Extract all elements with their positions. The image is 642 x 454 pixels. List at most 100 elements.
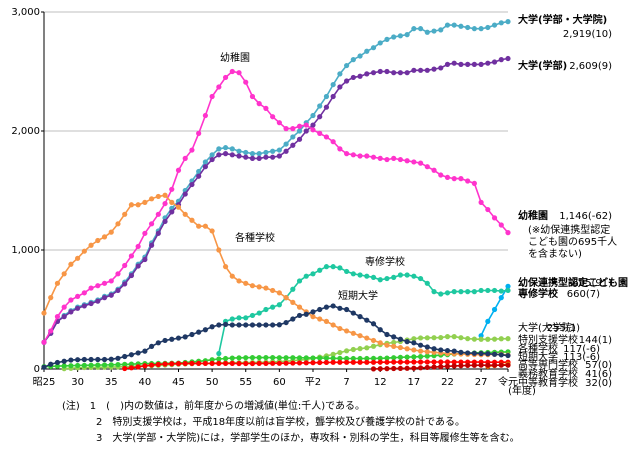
point xyxy=(357,314,363,320)
point xyxy=(505,19,511,25)
point xyxy=(222,74,229,81)
point xyxy=(431,349,437,355)
point xyxy=(75,357,81,363)
point xyxy=(236,315,242,321)
point xyxy=(270,154,276,160)
point xyxy=(263,360,269,367)
point xyxy=(249,360,256,367)
point xyxy=(317,267,323,273)
point xyxy=(491,306,498,313)
point xyxy=(498,362,504,368)
point xyxy=(243,360,249,367)
point xyxy=(485,336,491,342)
point xyxy=(169,361,175,367)
point xyxy=(391,365,397,372)
point xyxy=(471,336,477,342)
legend-label: 高等専門学校 xyxy=(518,358,578,371)
point xyxy=(364,153,370,159)
point xyxy=(377,155,383,161)
point xyxy=(182,334,188,340)
point xyxy=(135,202,141,208)
series-line xyxy=(43,20,509,343)
point xyxy=(498,352,504,358)
point xyxy=(350,74,356,81)
point xyxy=(128,352,135,358)
point xyxy=(384,156,390,163)
point xyxy=(142,199,148,205)
point xyxy=(296,136,303,142)
point xyxy=(310,355,316,361)
point xyxy=(88,285,94,291)
point xyxy=(310,309,316,315)
point xyxy=(296,123,303,129)
legend-label: 各種学校 xyxy=(518,342,558,355)
point xyxy=(478,61,484,67)
point xyxy=(108,229,114,235)
point xyxy=(236,153,242,159)
legend-label: 専修学校 xyxy=(518,287,559,300)
point xyxy=(61,271,67,277)
x-tick-label: 22 xyxy=(441,377,454,388)
point xyxy=(290,134,296,140)
point xyxy=(189,217,195,223)
point xyxy=(350,57,356,63)
point xyxy=(290,355,296,361)
legend-note: を含まない) xyxy=(528,247,582,260)
point xyxy=(337,355,343,362)
point xyxy=(424,353,430,359)
point xyxy=(431,359,437,365)
point xyxy=(471,289,477,295)
legend-note: (※幼保連携型認定 xyxy=(528,223,610,236)
point xyxy=(263,306,269,313)
point xyxy=(216,356,222,362)
point xyxy=(444,290,451,296)
point xyxy=(478,336,484,342)
point xyxy=(465,178,471,184)
point xyxy=(377,366,383,372)
annotation: 幼稚園 xyxy=(220,51,250,64)
point xyxy=(81,356,87,363)
point xyxy=(283,141,289,147)
point xyxy=(344,62,350,69)
series-line xyxy=(124,361,508,370)
x-tick-label: 27 xyxy=(475,377,488,388)
end-value-label: 695(91) xyxy=(572,278,612,289)
point xyxy=(122,353,128,360)
point xyxy=(276,355,282,361)
point xyxy=(377,68,383,75)
point xyxy=(431,364,437,370)
point xyxy=(431,289,437,295)
point xyxy=(182,155,188,161)
point xyxy=(169,209,175,215)
point xyxy=(498,222,504,228)
point xyxy=(330,359,336,365)
point xyxy=(465,336,471,342)
point xyxy=(370,321,377,327)
point xyxy=(68,297,74,303)
point xyxy=(344,328,350,334)
point xyxy=(397,359,404,365)
point xyxy=(209,228,215,234)
point xyxy=(222,360,229,367)
legend-label: 中等教育学校 xyxy=(518,376,578,389)
point xyxy=(115,287,121,294)
point xyxy=(377,355,383,361)
point xyxy=(317,114,323,120)
point xyxy=(350,346,356,353)
point xyxy=(236,148,242,154)
point xyxy=(491,22,498,28)
point xyxy=(411,347,417,353)
point xyxy=(169,186,175,192)
point xyxy=(202,223,208,229)
series-line xyxy=(43,351,509,368)
point xyxy=(290,126,296,132)
point xyxy=(317,316,323,322)
point xyxy=(424,164,430,170)
point xyxy=(270,114,276,120)
x-tick-label: 50 xyxy=(206,377,219,388)
point xyxy=(263,285,269,291)
point xyxy=(296,128,303,134)
point xyxy=(431,66,437,72)
point xyxy=(391,343,397,349)
